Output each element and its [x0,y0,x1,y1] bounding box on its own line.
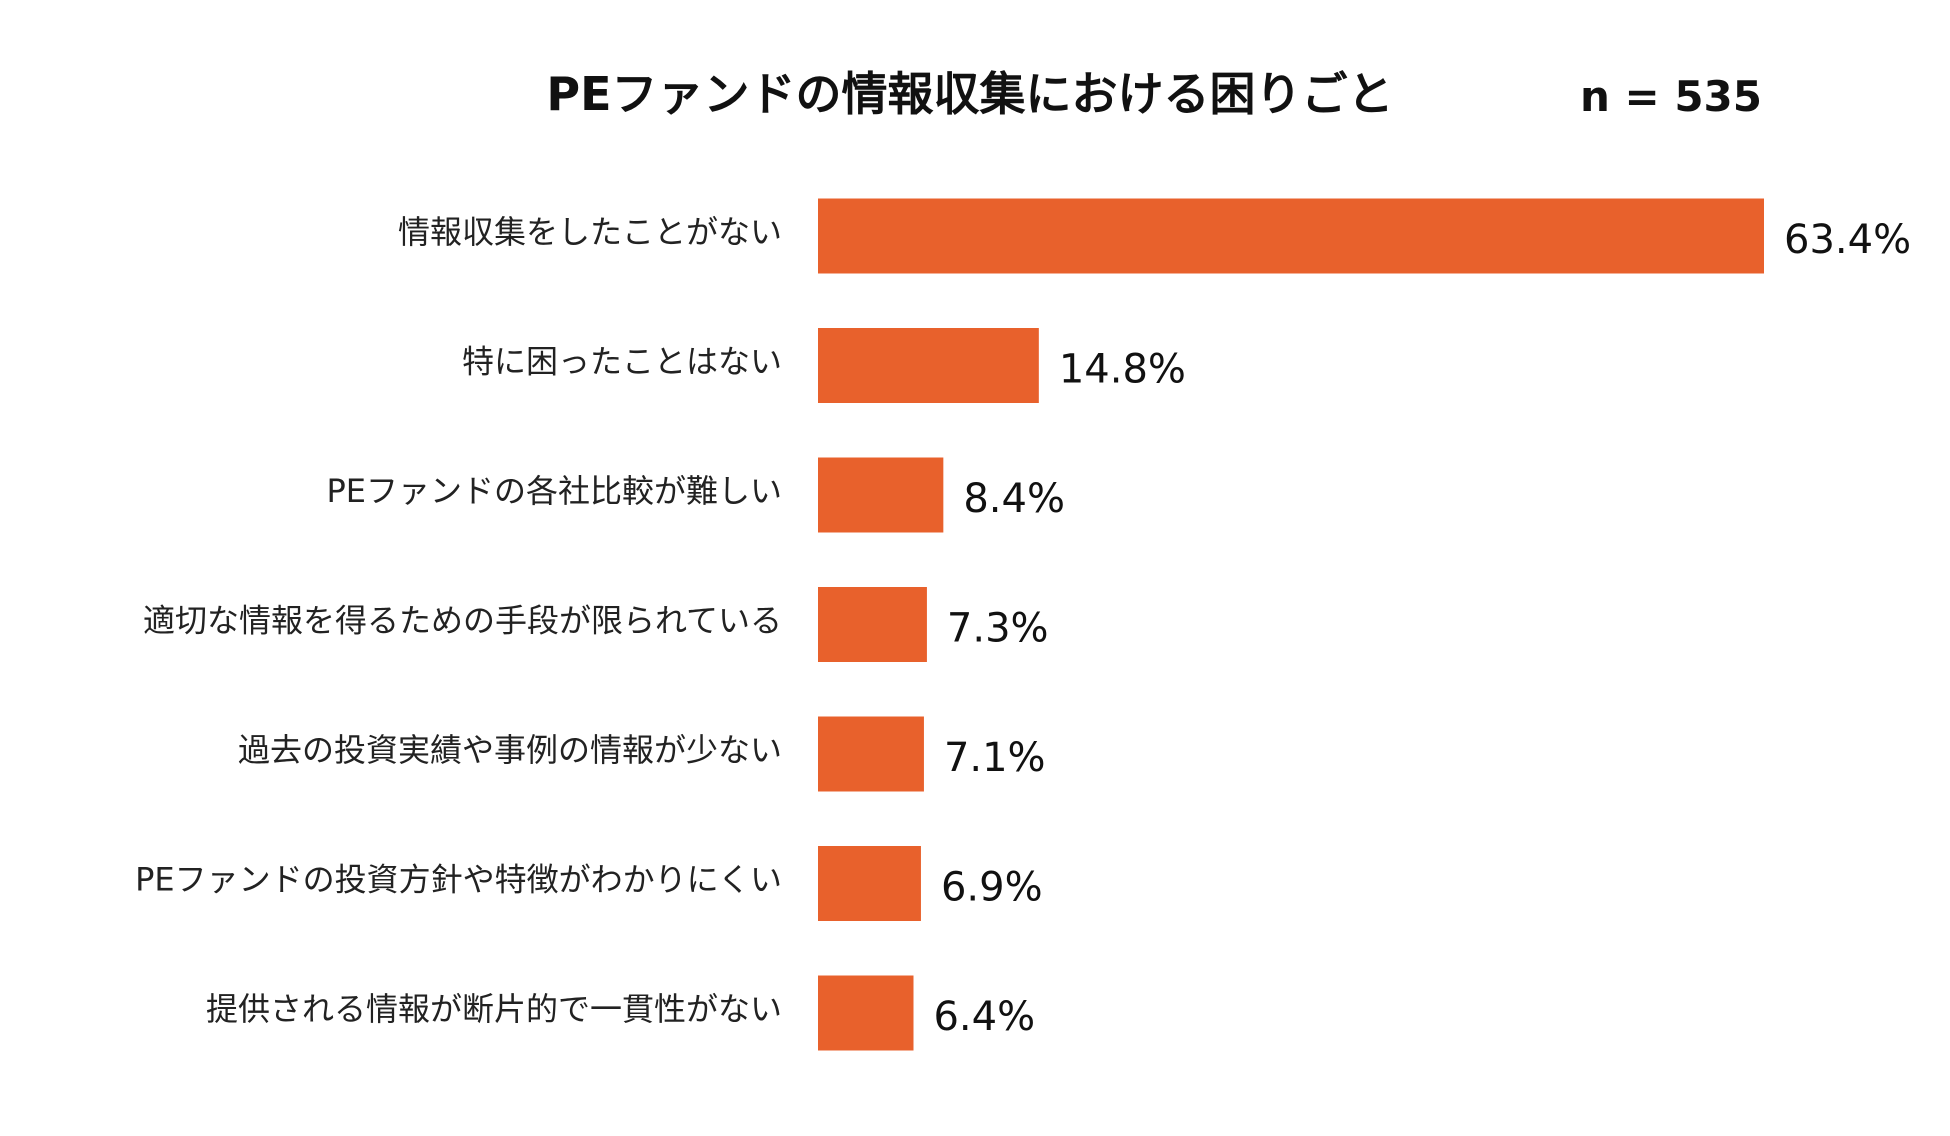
value-label: 63.4% [1784,217,1911,263]
category-label: 特に困ったことはない [462,343,782,381]
plot-area: 情報収集をしたことがない 63.4% 特に困ったことはない 14.8% PEファンドの各… [135,198,1911,1051]
category-label: PEファンドの各社比較が難しい [326,472,782,510]
bar [818,328,1039,403]
category-label: 過去の投資実績や事例の情報が少ない [238,731,782,769]
value-label: 8.4% [963,476,1065,522]
bar [818,198,1764,274]
category-label: 情報収集をしたことがない [398,213,782,251]
bar [818,587,927,662]
sample-size-label: n = 535 [1580,72,1762,121]
bar [818,975,914,1051]
bar [818,846,921,921]
value-label: 7.1% [944,735,1046,781]
value-label: 6.4% [933,994,1035,1040]
category-label: PEファンドの投資方針や特徴がわかりにくい [135,861,782,899]
category-label: 適切な情報を得るための手段が限られている [143,602,782,640]
value-label: 6.9% [941,865,1043,911]
value-label: 14.8% [1059,347,1186,393]
value-label: 7.3% [947,606,1049,652]
category-label: 提供される情報が断片的で一貫性がない [206,990,782,1028]
bar [818,716,924,792]
bar [818,457,944,533]
chart-title: PEファンドの情報収集における困りごと [546,67,1393,121]
